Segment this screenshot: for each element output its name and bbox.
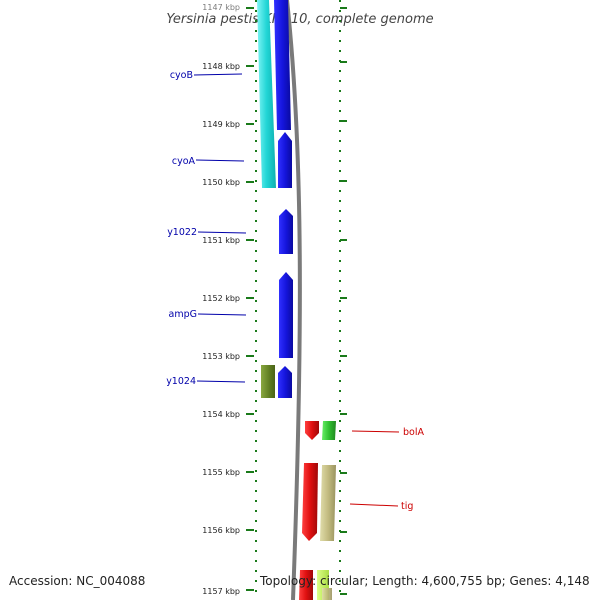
gene-tig[interactable] xyxy=(320,465,336,541)
gene-features[interactable] xyxy=(257,0,336,600)
tick-label-1149: 1149 kbp xyxy=(202,120,240,129)
tick-label-1154: 1154 kbp xyxy=(202,410,240,419)
gene-label-bolA: bolA xyxy=(403,427,424,438)
gene-y1022[interactable] xyxy=(279,209,293,254)
tick-label-1152: 1152 kbp xyxy=(202,294,240,303)
gene-cyoA[interactable] xyxy=(278,132,292,188)
gene-cyan-block[interactable] xyxy=(257,0,276,188)
gene-label-ampG: ampG xyxy=(169,309,197,320)
gene-label-tig: tig xyxy=(401,501,413,512)
gene-ampG[interactable] xyxy=(279,272,293,358)
gene-label-y1022: y1022 xyxy=(167,227,197,238)
tick-label-1157: 1157 kbp xyxy=(202,587,240,596)
tick-labels: 1147 kbp 1148 kbp 1149 kbp 1150 kbp 1151… xyxy=(202,3,240,596)
gene-label-cyoA: cyoA xyxy=(172,156,196,167)
gene-bottom-red[interactable] xyxy=(299,570,313,600)
tick-label-1150: 1150 kbp xyxy=(202,178,240,187)
topology-text: Topology: circular; Length: 4,600,755 bp… xyxy=(260,574,590,588)
gene-labels: cyoB cyoA y1022 ampG y1024 bolA tig xyxy=(166,70,424,512)
gene-y1024-olive[interactable] xyxy=(261,365,275,398)
genome-backbone xyxy=(285,0,302,600)
accession-text: Accession: NC_004088 xyxy=(9,574,146,588)
ruler-ticks-right xyxy=(340,7,347,595)
gene-y1024[interactable] xyxy=(278,366,292,398)
tick-label-1151: 1151 kbp xyxy=(202,236,240,245)
tick-label-1156: 1156 kbp xyxy=(202,526,240,535)
gene-green[interactable] xyxy=(322,421,336,440)
tick-label-1155: 1155 kbp xyxy=(202,468,240,477)
tick-label-1148: 1148 kbp xyxy=(202,62,240,71)
gene-label-y1024: y1024 xyxy=(166,376,196,387)
map-title: Yersinia pestis KIM 10, complete genome xyxy=(166,12,433,27)
tick-label-1153: 1153 kbp xyxy=(202,352,240,361)
gene-label-cyoB: cyoB xyxy=(170,70,193,81)
gene-bottom-khaki[interactable] xyxy=(322,588,332,600)
label-leaders xyxy=(193,73,400,507)
tick-label-1147: 1147 kbp xyxy=(202,3,240,12)
gene-tig-red[interactable] xyxy=(302,463,318,541)
gene-bolA[interactable] xyxy=(305,421,319,440)
gene-cyoB[interactable] xyxy=(274,0,291,130)
ruler-ticks-left xyxy=(246,7,254,591)
